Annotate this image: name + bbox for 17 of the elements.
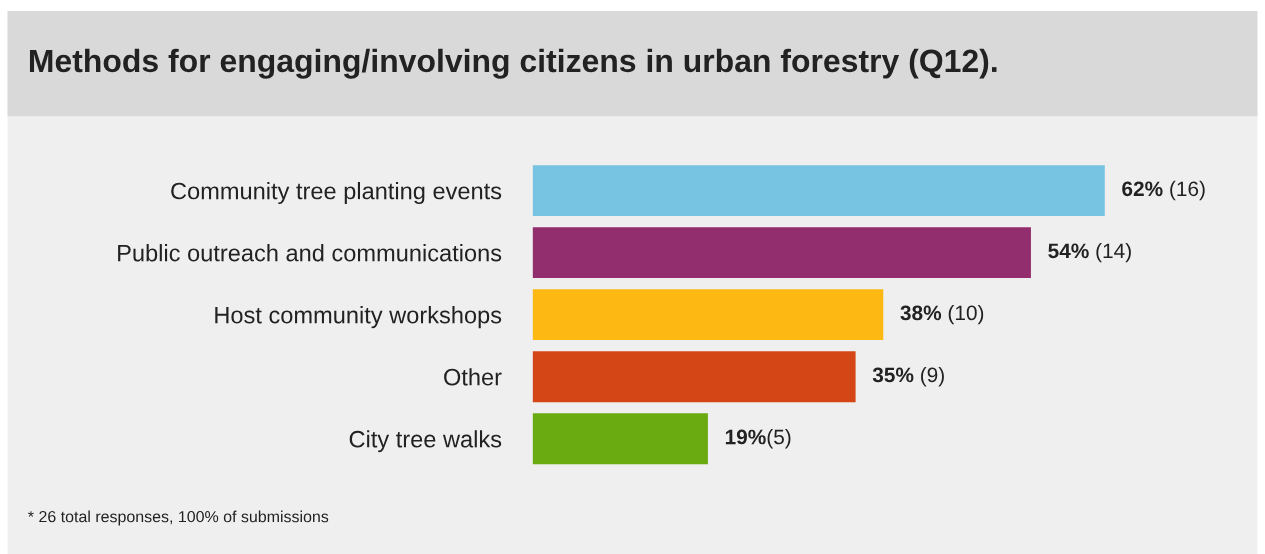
- y-tick-label: City tree walks: [349, 430, 502, 453]
- bar: [532, 165, 1105, 217]
- y-tick-label: Public outreach and communications: [118, 244, 502, 262]
- bar: [532, 227, 1031, 279]
- data-label: 62% (16): [1122, 180, 1205, 201]
- y-tick-label: Community tree planting events: [171, 182, 502, 205]
- bar: [532, 351, 856, 403]
- y-tick-label: Other: [444, 368, 502, 386]
- data-label: 38% (10): [900, 304, 984, 325]
- bar: [532, 413, 708, 465]
- chart-title: Methods for engaging/involving citizens in urban forestry (Q12).: [29, 48, 997, 79]
- text: * 26 total responses, 100% of submissions: [28, 510, 329, 526]
- data-label: 54% (14): [1048, 242, 1131, 263]
- bar: [532, 289, 884, 341]
- y-tick-label: Host community workshops: [215, 306, 502, 329]
- data-label: 19%(5): [725, 429, 791, 449]
- data-label: 35% (9): [872, 367, 944, 387]
